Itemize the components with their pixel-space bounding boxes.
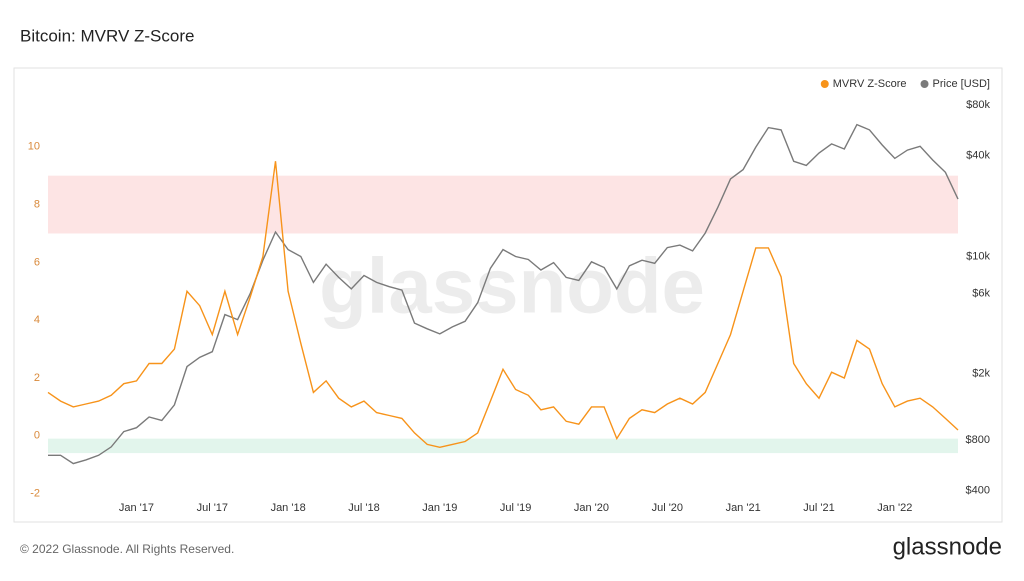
series-line (48, 123, 959, 465)
zone-band (48, 175, 958, 234)
y2-tick-label: $40k (966, 150, 990, 162)
y2-tick-label: $800 (966, 434, 990, 446)
legend-swatch (820, 80, 829, 88)
y-tick-label: 2 (34, 372, 40, 384)
series-line (47, 161, 959, 449)
y-tick-label: 10 (28, 141, 40, 153)
x-tick-label: Jan '17 (119, 502, 154, 514)
legend-swatch (920, 80, 929, 88)
y2-tick-label: $10k (966, 250, 990, 262)
x-tick-label: Jan '22 (877, 502, 912, 514)
y2-tick-label: $6k (972, 288, 990, 300)
copyright: © 2022 Glassnode. All Rights Reserved. (20, 542, 234, 556)
y-tick-label: 4 (34, 314, 40, 326)
x-tick-label: Jul '18 (348, 502, 379, 514)
x-tick-label: Jul '19 (500, 502, 531, 514)
zone-band (48, 438, 958, 454)
y2-tick-label: $80k (966, 99, 990, 111)
x-tick-label: Jan '18 (271, 502, 306, 514)
legend-label: Price [USD] (933, 78, 990, 90)
x-tick-label: Jan '20 (574, 502, 609, 514)
y2-tick-label: $400 (966, 485, 990, 497)
y-tick-label: 8 (34, 198, 40, 210)
x-tick-label: Jul '20 (652, 502, 683, 514)
y-tick-label: 6 (34, 256, 40, 268)
x-tick-label: Jan '21 (726, 502, 761, 514)
y-tick-label: 0 (34, 430, 40, 442)
legend-label: MVRV Z-Score (833, 78, 907, 90)
y2-tick-label: $2k (972, 367, 990, 379)
y-tick-label: -2 (30, 487, 40, 499)
logo: glassnode (893, 533, 1002, 560)
watermark: glassnode (319, 242, 705, 330)
chart-title: Bitcoin: MVRV Z-Score (20, 26, 194, 45)
x-tick-label: Jul '21 (803, 502, 834, 514)
x-tick-label: Jan '19 (422, 502, 457, 514)
x-tick-label: Jul '17 (197, 502, 228, 514)
